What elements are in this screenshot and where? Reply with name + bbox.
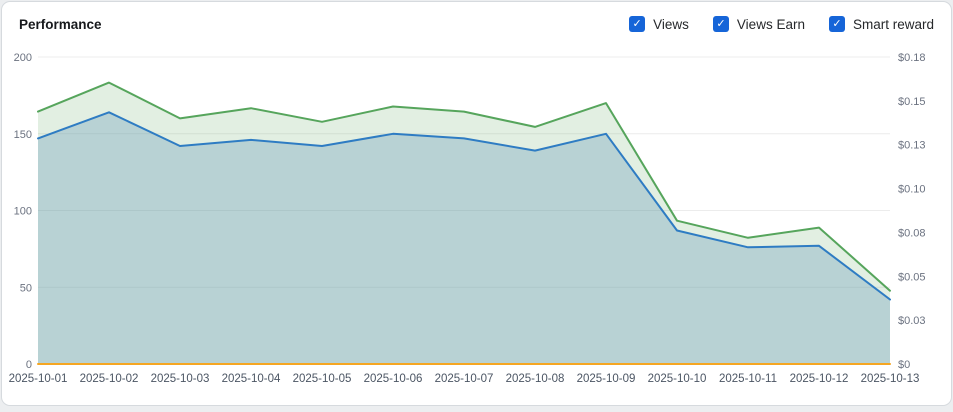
x-axis-label: 2025-10-10 bbox=[648, 373, 707, 385]
x-axis-label: 2025-10-12 bbox=[790, 373, 849, 385]
legend-label-smart-reward: Smart reward bbox=[853, 17, 934, 32]
left-axis-tick-label: 100 bbox=[14, 206, 32, 218]
left-axis-tick-label: 0 bbox=[26, 359, 32, 371]
x-axis-label: 2025-10-04 bbox=[222, 373, 281, 385]
chart-area: 0 50 100 150 200 $0 $0.03 $0.05 $0.08 $0.10 $0.13 $… bbox=[2, 46, 953, 407]
x-axis-label: 2025-10-07 bbox=[435, 373, 494, 385]
right-axis-tick-label: $0 bbox=[898, 359, 910, 371]
left-axis-tick-label: 50 bbox=[20, 282, 32, 294]
x-axis-label: 2025-10-13 bbox=[861, 373, 920, 385]
legend-label-views: Views bbox=[653, 17, 689, 32]
right-axis-tick-label: $0.05 bbox=[898, 271, 926, 283]
right-axis-tick-label: $0.03 bbox=[898, 315, 926, 327]
x-axis-label: 2025-10-02 bbox=[80, 373, 139, 385]
legend-label-views-earn: Views Earn bbox=[737, 17, 805, 32]
legend: ✓ Views ✓ Views Earn ✓ Smart reward bbox=[629, 16, 934, 32]
x-axis-label: 2025-10-01 bbox=[9, 373, 68, 385]
left-axis-tick-label: 200 bbox=[14, 52, 32, 64]
performance-line-chart: 0 50 100 150 200 $0 $0.03 $0.05 $0.08 $0.10 $0.13 $… bbox=[2, 46, 953, 407]
x-axis-label: 2025-10-09 bbox=[577, 373, 636, 385]
checkbox-smart-reward-icon[interactable]: ✓ bbox=[829, 16, 845, 32]
x-axis-label: 2025-10-03 bbox=[151, 373, 210, 385]
x-axis-label: 2025-10-11 bbox=[719, 373, 777, 385]
right-axis-tick-label: $0.13 bbox=[898, 140, 926, 152]
chart-title: Performance bbox=[19, 17, 102, 32]
right-axis-tick-label: $0.15 bbox=[898, 96, 926, 108]
legend-item-smart-reward[interactable]: ✓ Smart reward bbox=[829, 16, 934, 32]
legend-item-views[interactable]: ✓ Views bbox=[629, 16, 689, 32]
x-axis-label: 2025-10-06 bbox=[364, 373, 423, 385]
card-header: Performance ✓ Views ✓ Views Earn ✓ Smart… bbox=[2, 2, 951, 46]
checkbox-views-icon[interactable]: ✓ bbox=[629, 16, 645, 32]
checkbox-views-earn-icon[interactable]: ✓ bbox=[713, 16, 729, 32]
right-axis-tick-label: $0.08 bbox=[898, 227, 926, 239]
x-axis-label: 2025-10-08 bbox=[506, 373, 565, 385]
legend-item-views-earn[interactable]: ✓ Views Earn bbox=[713, 16, 805, 32]
x-axis-label: 2025-10-05 bbox=[293, 373, 352, 385]
right-axis-tick-label: $0.10 bbox=[898, 184, 926, 196]
left-axis-tick-label: 150 bbox=[14, 129, 32, 141]
right-axis-tick-label: $0.18 bbox=[898, 52, 926, 64]
